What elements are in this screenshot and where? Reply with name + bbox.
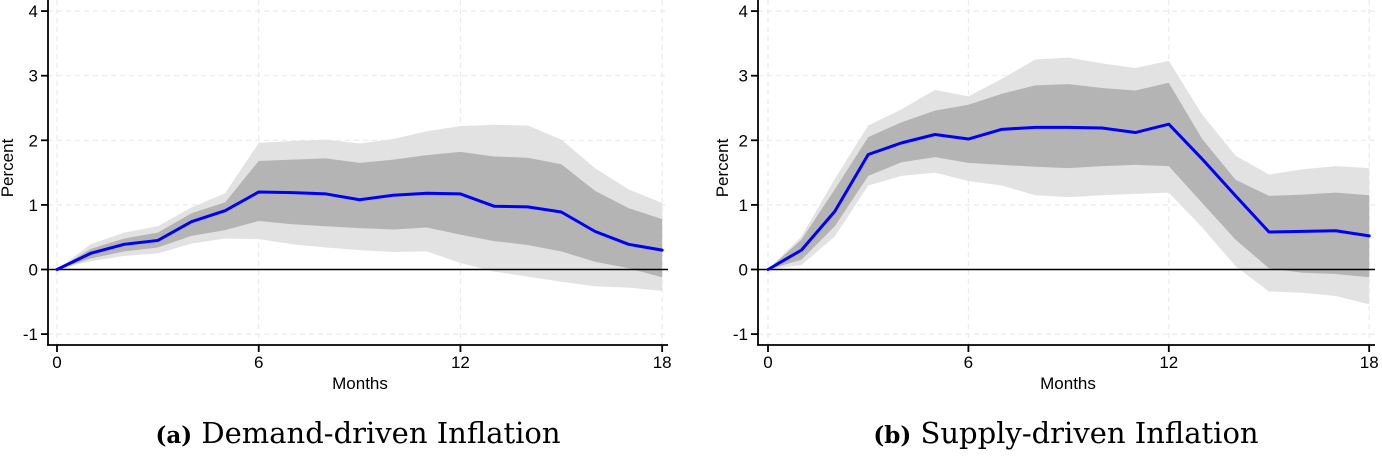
y-tick-label: 3 (739, 67, 748, 86)
caption-b: (b) Supply-driven Inflation (730, 416, 1382, 450)
caption-a-label: (a) (155, 422, 193, 449)
y-tick-label: 1 (29, 196, 38, 215)
y-tick-label: 2 (29, 131, 38, 150)
caption-a: (a) Demand-driven Inflation (22, 416, 694, 450)
y-tick-label: 3 (29, 67, 38, 86)
caption-b-text: Supply-driven Inflation (911, 416, 1259, 450)
x-tick-label: 12 (451, 353, 470, 372)
impulse-response-line (55, 190, 664, 271)
x-tick-label: 6 (254, 353, 263, 372)
y-tick-label: 4 (739, 2, 748, 21)
inner-confidence-band (57, 151, 663, 278)
x-axis-title: Months (1040, 374, 1096, 393)
y-tick-label: -1 (733, 325, 748, 344)
x-tick-label: 12 (1159, 353, 1178, 372)
caption-b-label: (b) (873, 422, 912, 449)
y-tick-label: 0 (739, 261, 748, 280)
y-tick-label: 2 (739, 131, 748, 150)
panel-supply: Percent -1 0 1 2 3 4 0 6 12 18 Months (b) Supply-… (690, 0, 1382, 465)
x-tick-label: 18 (653, 353, 672, 372)
inner-confidence-band (768, 82, 1370, 278)
panel-demand: Percent -1 0 1 2 3 4 0 6 12 18 Months (a) Demand-… (0, 0, 690, 465)
x-tick-label: 6 (964, 353, 973, 372)
impulse-response-line (766, 122, 1371, 271)
y-tick-label: -1 (23, 325, 38, 344)
x-tick-label: 0 (763, 353, 772, 372)
x-tick-label: 0 (52, 353, 61, 372)
y-tick-label: 0 (29, 261, 38, 280)
caption-a-text: Demand-driven Inflation (192, 416, 561, 450)
x-tick-label: 18 (1360, 353, 1379, 372)
y-tick-label: 4 (29, 2, 38, 21)
x-axis-title: Months (332, 374, 388, 393)
y-tick-label: 1 (739, 196, 748, 215)
